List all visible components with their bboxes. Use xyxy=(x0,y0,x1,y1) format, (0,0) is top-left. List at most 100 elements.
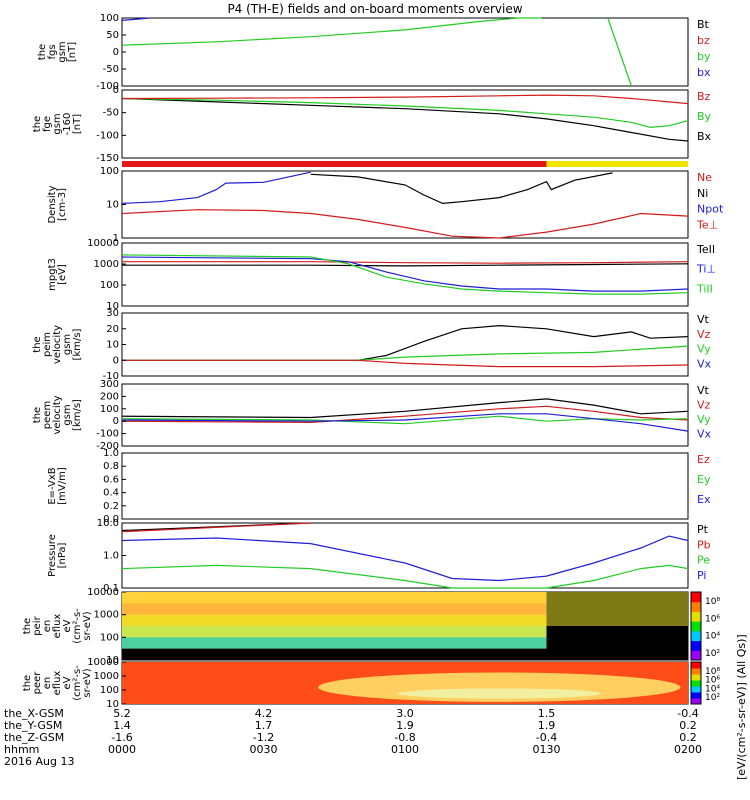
y-tick-label: 50 xyxy=(106,30,119,41)
panel-frame xyxy=(121,242,689,307)
legend-Te⊥: Te⊥ xyxy=(696,218,718,231)
legend-TiII: TiII xyxy=(696,282,713,295)
series-Pi xyxy=(121,535,689,582)
y-tick-label: -100 xyxy=(96,130,119,141)
x-tick-group: 5.2 1.4 -1.6 0000 xyxy=(108,708,136,756)
colorbar-tick-label: 10⁴ xyxy=(705,684,720,694)
series-Vt xyxy=(122,324,689,361)
legend-Ey: Ey xyxy=(697,473,711,486)
panel-ylabel-line: [nT] xyxy=(72,114,83,134)
legend-by: by xyxy=(697,50,711,63)
x-tick-label: 1.5 xyxy=(537,707,556,720)
x-tick-label: 4.2 xyxy=(254,707,273,720)
colorbar-band xyxy=(691,698,701,705)
y-tick-label: 0 xyxy=(113,47,119,58)
y-tick-label: 1000 xyxy=(94,610,119,621)
x-tick-label: -0.4 xyxy=(535,731,558,744)
x-tick-label: -0.4 xyxy=(677,707,699,720)
x-tick-label: 0200 xyxy=(674,743,702,756)
x-tick-group: 1.5 1.9 -0.4 0130 xyxy=(533,708,561,756)
legend-Pt: Pt xyxy=(697,523,709,536)
series-by xyxy=(607,17,632,87)
x-tick-label: 1.9 xyxy=(537,719,556,732)
footer-hhmm: hhmm xyxy=(4,743,40,756)
panel-ylabel-line: gsm xyxy=(62,334,73,355)
y-tick-label: 10000 xyxy=(87,657,119,668)
y-tick-label: 100 xyxy=(100,13,119,24)
series-Bx xyxy=(121,97,689,142)
x-tick-group: 3.0 1.9 -0.8 0100 xyxy=(391,708,419,756)
y-tick-label: 0.1 xyxy=(103,583,119,594)
series-Pb xyxy=(121,522,311,533)
colorbar-frame xyxy=(690,661,702,705)
x-tick-label: 1.4 xyxy=(113,719,131,732)
panel-ylabel-line: gsm xyxy=(62,404,73,425)
panel-ylabel: the fgs gsm [nT] xyxy=(37,41,78,62)
panel-ylabel-line: the xyxy=(32,336,43,352)
panel-ylabel-line: peir xyxy=(32,615,43,635)
y-tick-label: 100 xyxy=(100,685,119,696)
y-tick-label: 100 xyxy=(100,632,119,643)
y-tick-label: -50 xyxy=(103,108,119,119)
series-Ni xyxy=(310,172,613,205)
y-tick-label: 10 xyxy=(106,699,119,710)
colorbar-tick-label: 10⁶ xyxy=(705,614,720,624)
panel-ylabel-line: sr-eV) xyxy=(82,611,93,640)
legend-Pi: Pi xyxy=(697,569,706,582)
panel-ylabel-line: velocity xyxy=(52,325,63,364)
footer-xgsm: the_X-GSM xyxy=(4,707,64,720)
colorbar-band xyxy=(691,601,701,612)
y-tick-label: -100 xyxy=(96,81,119,92)
x-tick-label: 0.2 xyxy=(679,719,697,732)
legend-Ez: Ez xyxy=(697,453,710,466)
series-Te⊥ xyxy=(122,261,689,264)
x-tick-label: 1.9 xyxy=(396,719,414,732)
x-tick-label: -1.6 xyxy=(111,731,133,744)
panel-ylabel: the fge gsm -160 [nT] xyxy=(32,113,83,136)
panel-frame xyxy=(121,17,689,87)
colorbar-band xyxy=(691,650,701,661)
legend-Ne: Ne xyxy=(697,171,712,184)
colorbar-band xyxy=(691,611,701,622)
panel-ylabel-line: en xyxy=(42,677,53,690)
series-Pe xyxy=(121,564,689,589)
series-Ne xyxy=(121,209,689,239)
legend-Npot: Npot xyxy=(697,203,724,216)
spectrogram-band xyxy=(122,614,547,627)
legend-Bz: Bz xyxy=(697,90,711,103)
series-bx xyxy=(121,17,151,21)
colorbar-tick-label: 10⁸ xyxy=(705,667,720,677)
bottom-axis-ticks: 5.2 1.4 -1.6 0000 4.2 1.7 -1.2 0030 3.0 1.9 -0.8 01… xyxy=(0,708,750,768)
legend-Vt: Vt xyxy=(697,384,710,397)
y-tick-label: 0 xyxy=(113,416,119,427)
mode-bar-segment xyxy=(546,161,688,167)
y-tick-label: 300 xyxy=(100,379,119,390)
panel-ylabel-line: [km/s] xyxy=(72,399,83,431)
legend-TeII: TeII xyxy=(696,243,715,256)
legend-By: By xyxy=(697,110,712,123)
legend-Vx: Vx xyxy=(697,357,712,370)
series-TeII xyxy=(122,263,689,267)
legend-Pb: Pb xyxy=(697,538,711,551)
panel-ylabel-line: (cm²-s- xyxy=(72,665,83,701)
x-tick-group: 4.2 1.7 -1.2 0030 xyxy=(250,708,278,756)
x-tick-label: 5.2 xyxy=(113,707,131,720)
footer-date: 2016 Aug 13 xyxy=(4,755,75,768)
colorbar-frame xyxy=(690,591,702,661)
series-Vx xyxy=(121,413,689,432)
y-tick-label: 0.4 xyxy=(103,488,119,499)
legend-Ex: Ex xyxy=(697,493,711,506)
panel-frame xyxy=(121,89,689,159)
y-tick-label: -100 xyxy=(96,429,119,440)
y-tick-label: 0.6 xyxy=(103,474,119,485)
colorbar-tick-label: 10² xyxy=(705,693,720,703)
x-tick-label: 3.0 xyxy=(396,707,414,720)
panel-ylabel-line: peim xyxy=(42,332,53,357)
legend-Bx: Bx xyxy=(697,130,712,143)
colorbar-tick-label: 10⁸ xyxy=(705,597,720,607)
spectrogram-band xyxy=(397,688,602,699)
legend-Vy: Vy xyxy=(697,413,711,426)
x-tick-label: 0130 xyxy=(532,743,561,756)
panel-ylabel: the peer en eflux eV (cm²-s-sr-eV) xyxy=(22,665,93,701)
